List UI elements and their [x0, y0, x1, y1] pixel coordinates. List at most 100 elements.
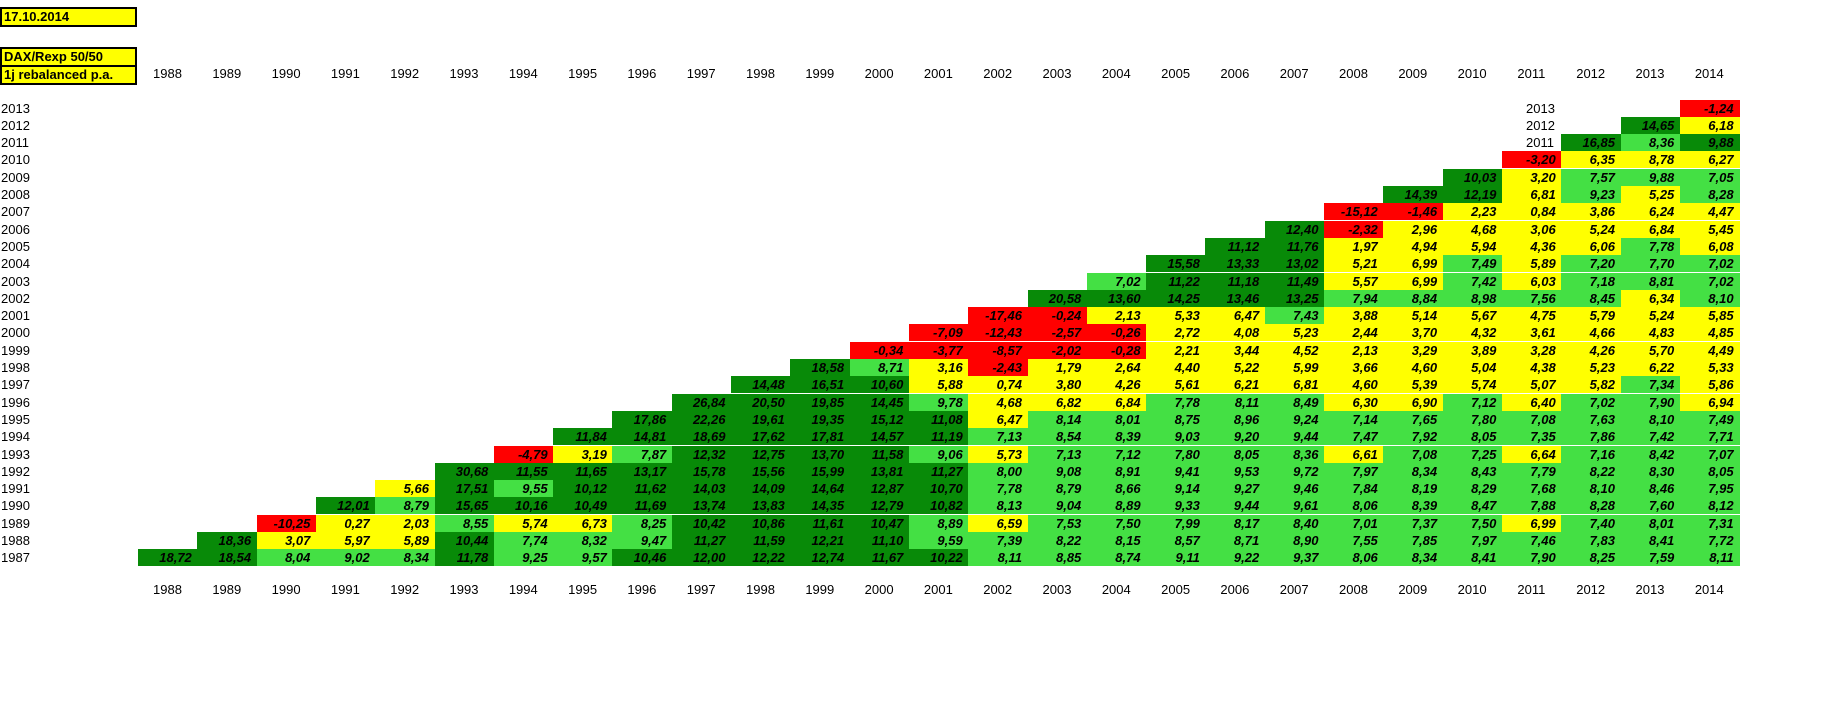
data-cell: 14,39 — [1383, 186, 1444, 203]
data-cell: 6,27 — [1679, 151, 1740, 169]
data-cell: 3,06 — [1501, 220, 1562, 238]
data-cell: 6,99 — [1383, 272, 1444, 290]
data-cell: 8,25 — [612, 514, 673, 532]
data-cell: 5,33 — [1679, 359, 1740, 376]
row-label-right: 2012 — [1526, 117, 1555, 133]
data-cell: 13,83 — [731, 497, 791, 515]
data-cell: 9,02 — [315, 549, 376, 567]
data-cell: 6,90 — [1383, 393, 1444, 411]
col-header-bottom: 2012 — [1576, 582, 1606, 597]
col-header-bottom: 2002 — [983, 582, 1013, 597]
data-cell: 6,99 — [1383, 255, 1444, 273]
data-cell: 6,40 — [1501, 393, 1562, 411]
data-cell: 7,60 — [1620, 497, 1681, 515]
data-cell: 4,40 — [1146, 359, 1206, 376]
data-cell: 12,40 — [1264, 220, 1325, 238]
data-cell: 7,80 — [1146, 445, 1206, 463]
data-cell: 6,08 — [1679, 237, 1740, 255]
data-cell: 7,55 — [1324, 532, 1384, 549]
row-label-left: 2002 — [1, 290, 30, 306]
data-cell: 5,24 — [1561, 220, 1621, 238]
data-cell: 9,59 — [908, 532, 969, 549]
data-cell: 12,00 — [671, 549, 732, 567]
data-cell: 5,70 — [1620, 341, 1681, 359]
data-cell: 8,49 — [1264, 393, 1325, 411]
data-cell: 6,47 — [1205, 307, 1266, 325]
col-header-top: 1992 — [390, 66, 420, 81]
data-cell: 12,74 — [790, 549, 851, 567]
data-cell: 3,89 — [1442, 341, 1503, 359]
data-cell: 11,67 — [849, 549, 910, 567]
data-cell: 20,58 — [1027, 289, 1088, 307]
data-cell: 14,48 — [731, 376, 791, 394]
data-cell: 4,47 — [1679, 203, 1740, 221]
data-cell: 4,68 — [1442, 220, 1503, 238]
data-cell: 7,13 — [1027, 445, 1088, 463]
col-header-bottom: 1991 — [330, 582, 360, 597]
data-cell: 8,57 — [1146, 532, 1206, 549]
row-label-left: 2001 — [1, 308, 30, 324]
data-cell: 8,28 — [1561, 497, 1621, 515]
data-cell: 7,42 — [1620, 428, 1681, 446]
data-cell: 3,80 — [1027, 376, 1088, 394]
data-cell: 14,65 — [1620, 116, 1681, 134]
data-cell: 18,69 — [671, 428, 732, 446]
data-cell: 3,70 — [1383, 324, 1444, 342]
data-cell: 11,22 — [1146, 272, 1206, 290]
col-header-top: 1993 — [449, 66, 479, 81]
col-header-top: 1989 — [212, 66, 242, 81]
data-cell: 8,00 — [968, 462, 1028, 480]
col-header-top: 2013 — [1635, 66, 1665, 81]
data-cell: 7,65 — [1383, 410, 1444, 428]
data-cell: -2,02 — [1027, 341, 1088, 359]
data-cell: 5,74 — [1442, 376, 1503, 394]
data-cell: 5,23 — [1264, 324, 1325, 342]
col-header-bottom: 2009 — [1398, 582, 1428, 597]
data-cell: 11,12 — [1205, 237, 1266, 255]
data-cell: 5,45 — [1679, 220, 1740, 238]
col-header-top: 2002 — [983, 66, 1013, 81]
row-label-left: 1991 — [1, 481, 30, 497]
data-cell: 4,26 — [1086, 376, 1147, 394]
data-cell: 9,25 — [493, 549, 554, 567]
data-cell: 11,61 — [790, 514, 851, 532]
data-cell: 5,74 — [493, 514, 554, 532]
data-cell: 8,01 — [1620, 514, 1681, 532]
col-header-top: 2010 — [1457, 66, 1487, 81]
data-cell: 9,72 — [1264, 462, 1325, 480]
col-header-top: 2001 — [923, 66, 953, 81]
row-label-left: 2012 — [1, 117, 30, 133]
data-cell: 6,82 — [1027, 393, 1088, 411]
data-cell: 3,19 — [553, 445, 613, 463]
data-cell: 3,61 — [1501, 324, 1562, 342]
data-cell: 5,33 — [1146, 307, 1206, 325]
data-cell: 8,28 — [1679, 186, 1740, 203]
row-label-left: 1992 — [1, 463, 30, 479]
data-cell: 5,86 — [1679, 376, 1740, 394]
data-cell: 7,05 — [1679, 168, 1740, 186]
data-cell: 7,84 — [1324, 480, 1384, 498]
data-cell: 6,81 — [1264, 376, 1325, 394]
data-cell: -4,79 — [493, 445, 554, 463]
data-cell: 11,55 — [493, 462, 554, 480]
data-cell: 13,02 — [1264, 255, 1325, 273]
data-cell: 3,16 — [908, 359, 969, 376]
data-cell: 12,79 — [849, 497, 910, 515]
data-cell: 5,25 — [1620, 186, 1681, 203]
data-cell: 10,47 — [849, 514, 910, 532]
data-cell: 4,32 — [1442, 324, 1503, 342]
data-cell: 8,42 — [1620, 445, 1681, 463]
data-cell: 11,18 — [1205, 272, 1266, 290]
data-cell: 8,01 — [1086, 410, 1147, 428]
data-cell: 2,13 — [1324, 341, 1384, 359]
col-header-top: 2008 — [1339, 66, 1368, 81]
data-cell: 11,59 — [731, 532, 791, 549]
data-cell: 8,41 — [1442, 549, 1503, 567]
data-cell: 3,66 — [1324, 359, 1384, 376]
data-cell: -3,77 — [908, 341, 969, 359]
date-box: 17.10.2014 — [0, 7, 137, 27]
data-cell: 7,68 — [1501, 480, 1562, 498]
rebalance-box: 1j rebalanced p.a. — [0, 65, 137, 85]
data-cell: 6,24 — [1620, 203, 1681, 221]
data-cell: 8,05 — [1442, 428, 1503, 446]
